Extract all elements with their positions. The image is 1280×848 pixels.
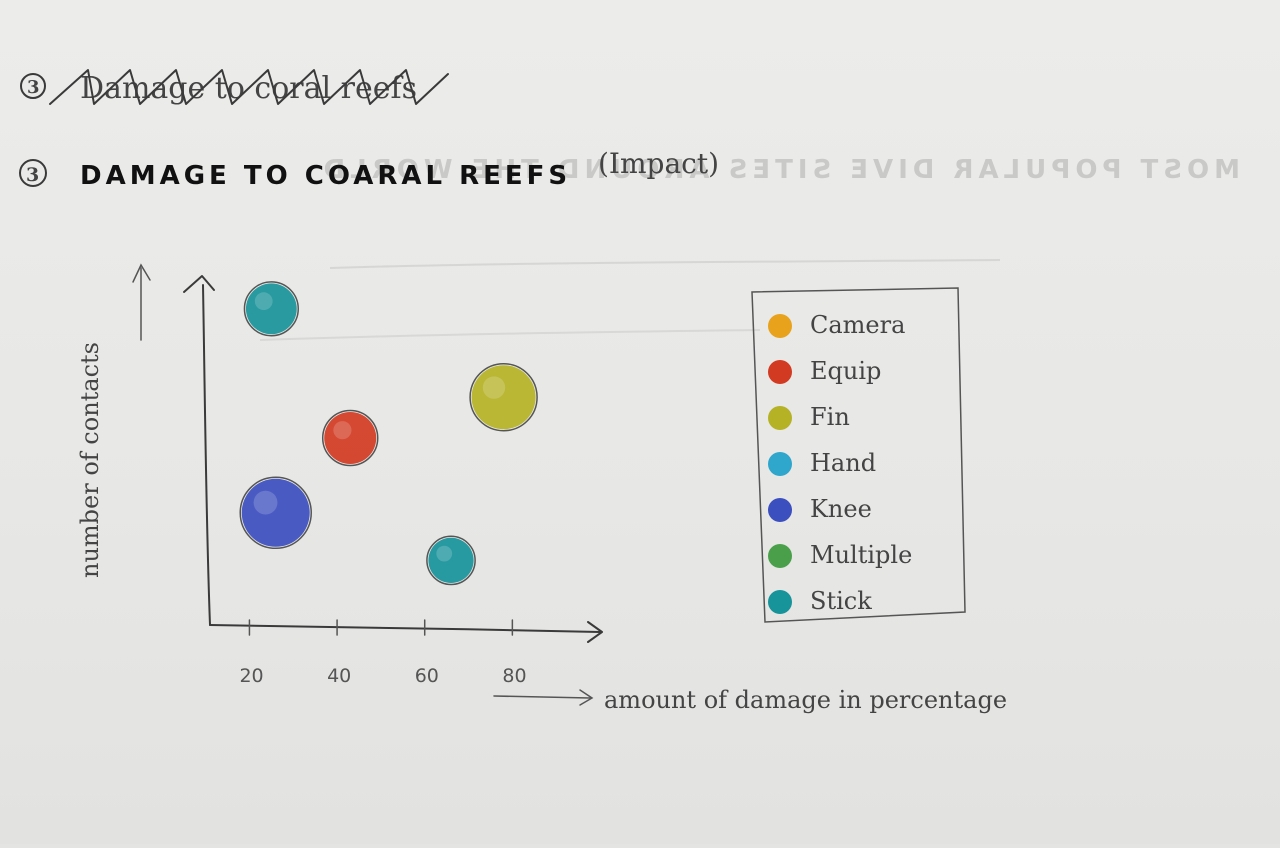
data-point-highlight xyxy=(253,490,278,515)
data-point-equip xyxy=(324,412,377,464)
page-title: DAMAGE TO COARAL REEFS xyxy=(80,161,571,191)
number-circle xyxy=(20,73,46,99)
impact-note: (Impact) xyxy=(598,147,719,180)
data-point-highlight xyxy=(436,545,453,562)
y-direction-arrow xyxy=(132,263,151,341)
y-axis xyxy=(202,284,211,626)
number-circle xyxy=(19,159,47,187)
svg-text:3: 3 xyxy=(27,77,40,98)
legend-swatch-hand xyxy=(768,452,792,476)
legend-label-stick: Stick xyxy=(810,587,872,615)
svg-text:MOST POPULAR DIVE SITES AROUND: MOST POPULAR DIVE SITES AROUND THE WORLD xyxy=(319,155,1240,185)
data-point-outline xyxy=(469,362,538,432)
data-point-highlight xyxy=(333,421,352,440)
legend-label-multiple: Multiple xyxy=(810,541,912,569)
x-tick-label: 40 xyxy=(327,665,351,687)
x-axis xyxy=(209,624,601,633)
legend-label-camera: Camera xyxy=(810,311,905,339)
legend-swatch-fin xyxy=(768,406,792,430)
data-point-stick xyxy=(428,537,474,584)
data-point-outline xyxy=(321,409,379,467)
legend-label-hand: Hand xyxy=(810,449,876,477)
chart-axes xyxy=(183,275,603,643)
legend-swatch-multiple xyxy=(768,544,792,568)
x-ticks: 20 40 60 80 xyxy=(239,619,527,687)
legend-box xyxy=(751,287,966,623)
legend: Camera Equip Fin Hand Knee Multiple Stick xyxy=(751,287,966,623)
y-axis-label-text: number of contacts xyxy=(76,342,104,578)
legend-label-fin: Fin xyxy=(810,403,850,431)
legend-swatch-equip xyxy=(768,360,792,384)
data-point-highlight xyxy=(254,292,273,311)
x-tick-label: 60 xyxy=(415,665,439,687)
data-point-outline xyxy=(243,281,299,337)
strike-scribble xyxy=(49,69,449,105)
svg-text:3: 3 xyxy=(26,164,39,186)
x-axis-arrowhead xyxy=(587,621,603,643)
legend-label-equip: Equip xyxy=(810,357,881,385)
x-tick-label: 20 xyxy=(239,665,263,687)
data-point-highlight xyxy=(482,376,506,399)
x-tick-label: 80 xyxy=(502,665,526,687)
y-axis-arrowhead xyxy=(183,275,215,293)
y-axis-label: number of contacts xyxy=(76,342,104,578)
data-point-outline xyxy=(239,476,312,550)
legend-swatch-camera xyxy=(768,314,792,338)
x-axis-label: amount of damage in percentage xyxy=(493,686,1007,714)
main-heading: 3 DAMAGE TO COARAL REEFS (Impact) xyxy=(19,147,719,191)
legend-swatch-stick xyxy=(768,590,792,614)
data-point-stick xyxy=(245,283,297,335)
struck-heading: 3 Damage to coral reefs xyxy=(20,69,449,106)
data-point-outline xyxy=(426,535,476,586)
bleed-through-text: MOST POPULAR DIVE SITES AROUND THE WORLD xyxy=(319,155,1240,185)
legend-swatch-knee xyxy=(768,498,792,522)
x-axis-label-text: amount of damage in percentage xyxy=(604,686,1007,714)
data-points xyxy=(239,281,538,586)
legend-label-knee: Knee xyxy=(810,495,872,523)
data-point-knee xyxy=(241,478,310,547)
data-point-fin xyxy=(471,365,536,430)
